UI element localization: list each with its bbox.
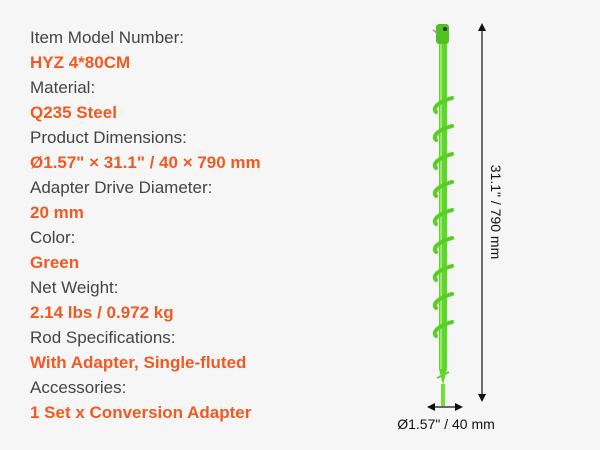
spec-value: Green	[30, 253, 80, 272]
spec-value: 1 Set x Conversion Adapter	[30, 403, 252, 422]
auger-flight	[432, 124, 454, 142]
auger-flight	[432, 152, 454, 170]
spec-label: Material:	[30, 78, 96, 97]
length-label: 31.1" / 790 mm	[488, 164, 504, 260]
spec-label: Rod Specifications:	[30, 328, 176, 347]
diameter-arrow	[427, 403, 463, 411]
diameter-label: Ø1.57" / 40 mm	[397, 416, 495, 432]
auger-flight	[432, 180, 454, 198]
auger-flight	[432, 236, 454, 254]
auger-flight	[432, 96, 454, 114]
spec-list: Item Model Number: HYZ 4*80CM Material: …	[30, 25, 261, 425]
auger-flight	[432, 208, 454, 226]
spec-label: Color:	[30, 228, 76, 247]
spec-value: 20 mm	[30, 203, 84, 222]
spec-value: 2.14 lbs / 0.972 kg	[30, 303, 174, 322]
spec-value: With Adapter, Single-fluted	[30, 353, 247, 372]
auger-rod	[432, 24, 454, 406]
auger-flight	[432, 320, 454, 338]
spec-label: Item Model Number:	[30, 28, 184, 47]
spec-value: Q235 Steel	[30, 103, 117, 122]
spec-label: Product Dimensions:	[30, 128, 187, 147]
spec-value: HYZ 4*80CM	[30, 53, 131, 72]
spec-label: Accessories:	[30, 378, 127, 397]
spec-label: Adapter Drive Diameter:	[30, 178, 213, 197]
auger-flight	[432, 292, 454, 310]
spec-value: Ø1.57" × 31.1" / 40 × 790 mm	[30, 153, 261, 172]
spec-label: Net Weight:	[30, 278, 119, 297]
length-arrow	[478, 23, 486, 402]
auger-flight	[432, 264, 454, 282]
